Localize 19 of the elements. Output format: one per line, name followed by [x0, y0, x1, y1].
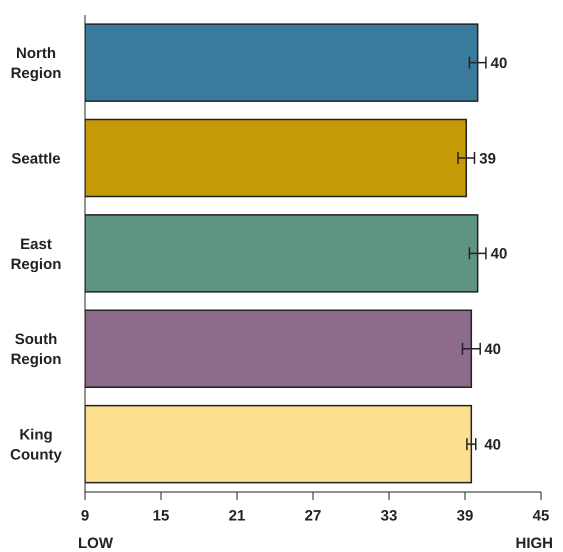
data-label: 40	[484, 341, 502, 358]
data-label: 40	[490, 246, 508, 263]
data-label: 40	[484, 436, 502, 454]
y-tick-label: East Region	[10, 236, 62, 273]
x-tick-label: 27	[304, 508, 322, 525]
data-label: 40	[490, 54, 508, 72]
x-tick-label: 45	[532, 508, 550, 525]
x-tick-label: 39	[456, 508, 474, 525]
x-tick-label: 21	[228, 508, 246, 525]
y-tick-label: South Region	[10, 331, 62, 368]
x-tick-label: 33	[380, 508, 398, 525]
x-tick-label: 15	[152, 508, 170, 525]
text: LOW	[78, 535, 113, 552]
data-label: 39	[479, 150, 496, 168]
x-tick-label: 9	[80, 508, 90, 525]
y-tick-label: North Region	[10, 44, 62, 82]
text: HIGH	[516, 535, 553, 552]
y-tick-label: King County	[10, 426, 62, 464]
y-tick-label: Seattle	[11, 150, 61, 168]
